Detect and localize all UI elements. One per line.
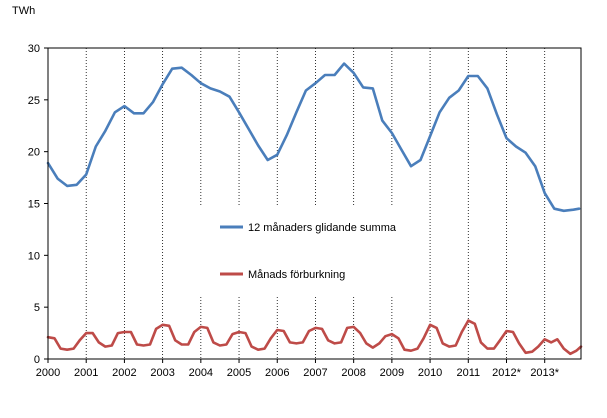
y-tick-label: 25 xyxy=(28,95,40,107)
x-tick-label: 2004 xyxy=(189,367,213,379)
y-tick-label: 15 xyxy=(28,199,40,211)
x-tick-label: 2003 xyxy=(150,367,174,379)
y-tick-label: 5 xyxy=(34,302,40,314)
plot-frame xyxy=(47,47,582,360)
unit-label: TWh xyxy=(12,5,35,17)
y-tick-label: 30 xyxy=(28,43,40,55)
year-gridlines xyxy=(85,48,546,359)
x-tick-label: 2005 xyxy=(227,367,251,379)
x-tick-label: 2012* xyxy=(492,367,521,379)
y-tick-label: 20 xyxy=(28,147,40,159)
x-tick-label: 2007 xyxy=(303,367,327,379)
x-tick-label: 2009 xyxy=(380,367,404,379)
y-tick-label: 0 xyxy=(34,354,40,366)
x-tick-label: 2000 xyxy=(36,367,60,379)
x-tick-label: 2008 xyxy=(341,367,365,379)
x-tick-label: 2013* xyxy=(530,367,559,379)
x-tick-label: 2002 xyxy=(112,367,136,379)
series-line-0 xyxy=(46,62,581,213)
x-axis-ticks: 2000 2001 2002 2003 2004 2005 2006 2007 2008 2009… xyxy=(36,359,560,379)
y-axis-ticks: 0 5 10 15 20 25 30 xyxy=(28,43,48,366)
x-tick-label: 2011 xyxy=(456,367,480,379)
x-tick-label: 2001 xyxy=(74,367,98,379)
legend-background xyxy=(166,207,416,295)
legend-label-monthly: Månads förburkning xyxy=(248,269,345,281)
legend: 12 månaders glidande summa Månads förbur… xyxy=(166,207,416,295)
x-tick-label: 2006 xyxy=(265,367,289,379)
series-line-1 xyxy=(46,319,583,356)
y-tick-label: 10 xyxy=(28,250,40,262)
legend-label-rolling-sum: 12 månaders glidande summa xyxy=(248,222,397,234)
series-layer xyxy=(46,62,583,356)
x-tick-label: 2010 xyxy=(418,367,442,379)
